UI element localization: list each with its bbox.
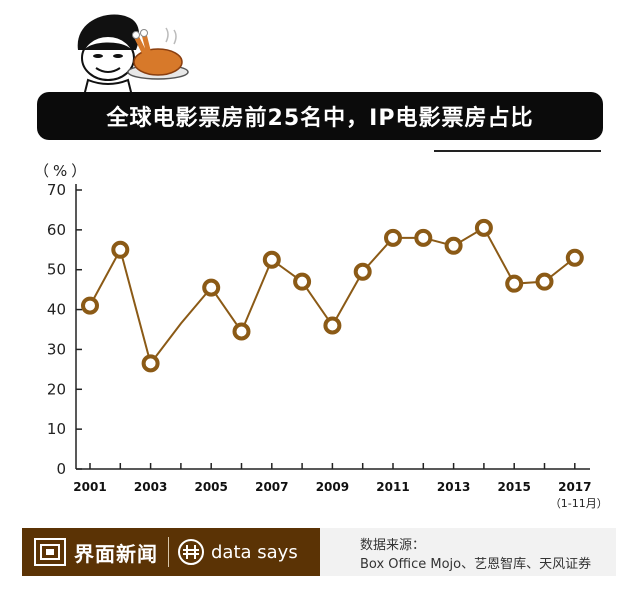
jiemian-logo-icon [34, 538, 66, 566]
data-point-marker [565, 248, 584, 267]
brand-name: 界面新闻 [74, 541, 158, 566]
source-value: Box Office Mojo、艺恩智库、天风证券 [360, 557, 592, 572]
data-point-marker [535, 272, 554, 291]
x-tick-label: 2001 [73, 480, 106, 494]
data-point-marker [81, 296, 99, 315]
title-rule [434, 150, 601, 152]
x-tick-label: 2017 [558, 480, 591, 494]
x-tick-label: 2007 [255, 480, 288, 494]
x-tick-label: 2005 [194, 480, 227, 494]
data-point-marker [262, 250, 281, 269]
y-tick-label: 20 [47, 380, 66, 398]
data-point-marker [323, 316, 342, 335]
source-box: 数据来源： Box Office Mojo、艺恩智库、天风证券 [320, 528, 616, 576]
brand-footer: 界面新闻 data says [22, 528, 320, 576]
y-axis-unit-label: （%） [34, 162, 91, 180]
data-point-marker [353, 262, 372, 281]
data-point-marker [141, 354, 160, 373]
series-line [89, 226, 576, 366]
x-tick-label: 2003 [134, 480, 167, 494]
chart-title: 全球电影票房前25名中，IP电影票房占比 [106, 106, 534, 131]
x-tick-label: 2013 [437, 480, 470, 494]
source-label: 数据来源： [360, 538, 426, 553]
data-point-marker [232, 322, 251, 341]
y-tick-label: 0 [56, 460, 66, 478]
x-tick-label: 2015 [497, 480, 530, 494]
x-tick-label: 2011 [376, 480, 409, 494]
data-point-marker [414, 228, 433, 247]
data-point-marker [293, 272, 312, 291]
y-tick-label: 10 [47, 420, 66, 438]
data-says-logo-icon [178, 539, 204, 565]
y-tick-label: 60 [47, 221, 66, 239]
data-point-marker [474, 218, 493, 237]
data-point-marker [202, 278, 221, 297]
data-point-marker [384, 228, 402, 247]
data-point-marker [111, 240, 130, 259]
data-point-marker [505, 274, 524, 293]
data-point-marker [444, 236, 463, 255]
x-note-label: （1-11月） [550, 497, 608, 510]
brand-divider [168, 537, 169, 567]
x-tick-label: 2009 [316, 480, 349, 494]
y-tick-label: 30 [47, 340, 66, 358]
y-tick-label: 50 [47, 261, 66, 279]
y-tick-label: 40 [47, 301, 66, 319]
chart-title-bar: 全球电影票房前25名中，IP电影票房占比 [37, 92, 603, 140]
y-tick-label: 70 [47, 181, 66, 199]
data-says-label: data says [211, 541, 298, 563]
line-chart: 0 10 20 30 40 50 60 70 2001 2003 2005 2007 2009 2011 2… [47, 181, 608, 510]
